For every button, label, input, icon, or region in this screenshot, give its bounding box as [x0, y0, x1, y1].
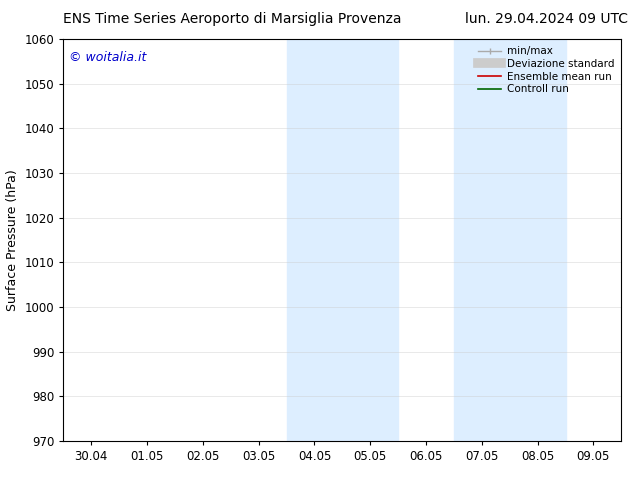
Bar — [287, 39, 342, 441]
Bar — [342, 39, 398, 441]
Text: ENS Time Series Aeroporto di Marsiglia Provenza: ENS Time Series Aeroporto di Marsiglia P… — [63, 12, 402, 26]
Bar — [510, 39, 566, 441]
Text: lun. 29.04.2024 09 UTC: lun. 29.04.2024 09 UTC — [465, 12, 628, 26]
Bar — [454, 39, 510, 441]
Text: © woitalia.it: © woitalia.it — [69, 51, 146, 64]
Y-axis label: Surface Pressure (hPa): Surface Pressure (hPa) — [6, 169, 19, 311]
Legend: min/max, Deviazione standard, Ensemble mean run, Controll run: min/max, Deviazione standard, Ensemble m… — [476, 45, 616, 97]
